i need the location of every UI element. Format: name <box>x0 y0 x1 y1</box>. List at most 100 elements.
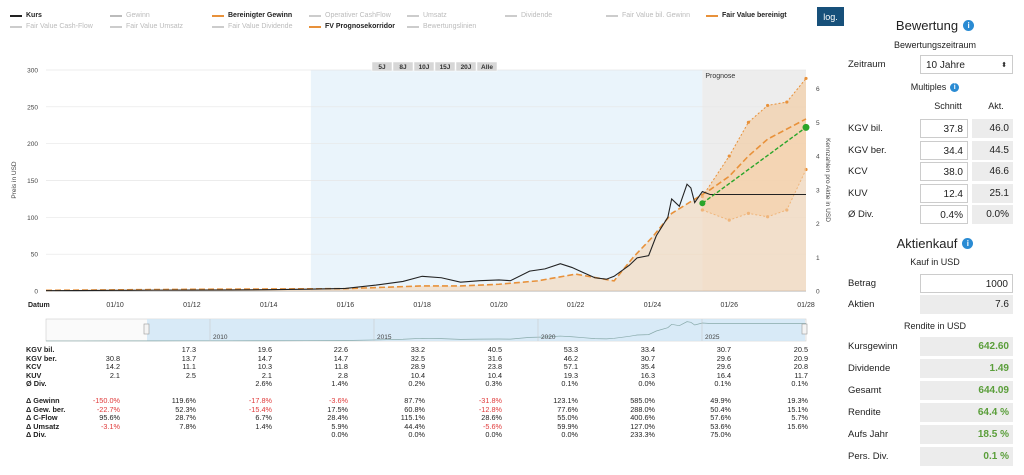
range-button-5j[interactable]: 5J <box>371 61 393 72</box>
y-right-tick: 6 <box>816 86 820 93</box>
legend-swatch <box>407 25 419 28</box>
navigator-handle-left[interactable] <box>143 323 150 335</box>
table-cell: 40.5 <box>487 345 502 354</box>
multiple-schnitt-input[interactable]: 37.8 <box>920 119 968 138</box>
bereinigter-gewinn-line <box>45 118 807 292</box>
y-right-tick: 2 <box>816 221 820 228</box>
legend-label: Umsatz <box>423 12 447 19</box>
legend-item-fair-value-umsatz[interactable]: Fair Value Umsatz <box>110 23 183 30</box>
range-button-bg <box>476 61 498 72</box>
zeitraum-value: 10 Jahre <box>926 60 965 71</box>
table-row-label: Δ Gew. ber. <box>26 404 66 414</box>
table-cell: 30.7 <box>716 345 731 354</box>
table-cell: 0.3% <box>485 379 502 389</box>
legend-item-fair-value-bereinigt[interactable]: Fair Value bereinigt <box>706 12 787 19</box>
navigator-year-label: 2010 <box>213 334 228 341</box>
legend-item-dividende[interactable]: Dividende <box>505 12 552 19</box>
bereinigter-gewinn-area <box>46 118 806 291</box>
navigator-year-label: 2025 <box>705 334 720 341</box>
legend-item-fair-value-bil-gewinn[interactable]: Fair Value bil. Gewinn <box>606 12 690 19</box>
range-button-10j[interactable]: 10J <box>413 61 435 72</box>
aktien-value: 7.6 <box>920 295 1013 314</box>
range-button-8j[interactable]: 8J <box>392 61 414 72</box>
x-tick-label: 01/14 <box>260 302 278 309</box>
multiple-row: KUV 12.4 25.1 <box>846 183 1024 204</box>
legend-item-fair-value-dividende[interactable]: Fair Value Dividende <box>212 23 292 30</box>
range-button-bg <box>413 61 435 72</box>
table-cell: 75.0% <box>710 430 731 440</box>
legend-swatch <box>212 25 224 28</box>
aktien-label: Aktien <box>848 299 875 310</box>
legend-item-kurs[interactable]: Kurs <box>10 12 42 19</box>
table-cell: 53.3 <box>563 345 578 354</box>
table-cell: 11.8 <box>334 362 348 372</box>
table-cell: 15.1% <box>787 404 808 414</box>
table-cell: 77.6% <box>557 404 578 414</box>
multiple-schnitt-input[interactable]: 34.4 <box>920 140 968 160</box>
legend-item-gewinn[interactable]: Gewinn <box>110 12 150 19</box>
legend-item-bereinigter-gewinn[interactable]: Bereinigter Gewinn <box>212 12 292 19</box>
legend-swatch <box>309 14 321 17</box>
table-cell: 115.1% <box>400 413 425 423</box>
table-cell: 19.6 <box>257 345 272 354</box>
table-row: Δ Gewinn -150.0% 119.6% -17.8% -3.6% 87.7% -31… <box>26 395 816 406</box>
zeitraum-select[interactable]: 10 Jahre ⬍ <box>920 55 1013 74</box>
multiple-akt-value: 0.0% <box>972 205 1013 224</box>
rendite-label: Gesamt <box>848 385 882 396</box>
legend-label: Fair Value Umsatz <box>126 23 184 30</box>
table-row: Δ Umsatz -3.1% 7.8% 1.4% 5.9% 44.4% -5.6% 59.9%… <box>26 421 816 432</box>
navigator-handle-right[interactable] <box>801 323 808 335</box>
info-icon[interactable]: i <box>963 20 975 31</box>
navigator-year-label: 2015 <box>377 334 392 341</box>
range-button-label: 8J <box>399 64 407 71</box>
info-icon[interactable]: i <box>962 238 974 249</box>
multiples-heading: Multiples i <box>846 82 1024 92</box>
range-button-20j[interactable]: 20J <box>455 61 477 72</box>
legend-item-bewertungslinien[interactable]: Bewertungslinien <box>407 23 476 30</box>
y-axis-label-left: Preis in USD <box>11 161 18 199</box>
table-cell: 123.1% <box>553 395 578 405</box>
table-row-label: Δ C-Flow <box>26 413 58 423</box>
range-button-15j[interactable]: 15J <box>434 61 456 72</box>
bewertung-title: Bewertung <box>895 18 959 33</box>
table-cell: 19.3 <box>563 370 578 380</box>
rendite-value: 1.49 <box>920 359 1013 378</box>
betrag-row: Betrag 1000 <box>846 273 1024 294</box>
table-cell: 35.4 <box>640 362 655 372</box>
table-cell: 20.8 <box>793 362 808 372</box>
fair-value-line <box>701 126 807 204</box>
table-cell: 55.0% <box>557 413 578 423</box>
rendite-row: Rendite 64.4 % <box>846 402 1024 423</box>
table-cell: 2.8 <box>337 370 348 380</box>
table-cell: 19.3% <box>787 395 808 405</box>
navigator-selection <box>147 319 805 341</box>
table-row-label: Δ Umsatz <box>26 421 60 431</box>
multiple-label: KGV ber. <box>848 144 887 156</box>
betrag-input[interactable]: 1000 <box>920 274 1013 293</box>
multiple-akt-value: 46.0 <box>972 119 1013 138</box>
table-cell: 0.0% <box>638 379 655 389</box>
log-scale-button[interactable]: log. <box>817 7 844 26</box>
legend-item-fv-prognosekorridor[interactable]: FV Prognosekorridor <box>309 23 395 30</box>
x-tick-label: 01/26 <box>720 302 738 309</box>
table-cell: 17.5% <box>327 404 348 414</box>
fair-value-end-point <box>802 123 810 131</box>
y-right-tick: 3 <box>816 187 820 194</box>
col-akt-header: Akt. <box>988 101 1004 111</box>
rendite-subheading: Rendite in USD <box>903 321 967 331</box>
zeitraum-row: Zeitraum 10 Jahre ⬍ <box>846 54 1024 75</box>
legend-item-fair-value-cash-flow[interactable]: Fair Value Cash-Flow <box>10 23 93 30</box>
multiple-label: KGV bil. <box>848 123 883 134</box>
multiple-schnitt-input[interactable]: 38.0 <box>920 162 968 181</box>
legend-item-umsatz[interactable]: Umsatz <box>407 12 447 19</box>
range-button-alle[interactable]: Alle <box>476 61 498 72</box>
legend-item-operativer-cashflow[interactable]: Operativer CashFlow <box>309 12 391 19</box>
info-icon[interactable]: i <box>950 82 960 92</box>
forecast-corridor-point <box>727 154 731 158</box>
table-row: KGV ber. 30.8 13.7 14.7 14.7 32.5 31.6 46.2 30.7… <box>26 354 816 364</box>
legend-label: Bereinigter Gewinn <box>228 12 293 19</box>
multiple-schnitt-input[interactable]: 0.4% <box>920 205 968 224</box>
multiple-schnitt-input[interactable]: 12.4 <box>920 183 968 203</box>
table-cell: 15.6% <box>787 421 808 431</box>
table-cell: 49.9% <box>710 395 731 405</box>
